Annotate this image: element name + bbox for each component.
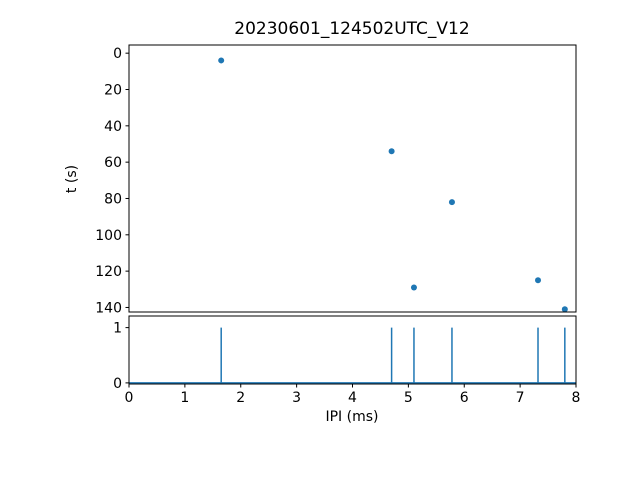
y-tick-label: 20 <box>104 83 122 99</box>
scatter-point <box>388 148 395 155</box>
x-tick-label: 1 <box>180 390 189 406</box>
y-tick-label: 80 <box>104 191 122 207</box>
y-tick-label: 120 <box>95 264 122 280</box>
x-tick-label: 3 <box>292 390 301 406</box>
scatter-point <box>218 57 225 64</box>
y-tick-label: 60 <box>104 155 122 171</box>
y-tick-label: 40 <box>104 119 122 135</box>
x-axis-label: IPI (ms) <box>325 409 378 425</box>
y-axis-label: t (s) <box>64 165 80 193</box>
x-tick-label: 4 <box>348 390 357 406</box>
x-tick-label: 8 <box>572 390 581 406</box>
chart-title: 20230601_124502UTC_V12 <box>234 19 469 39</box>
axes-frame <box>128 44 577 313</box>
scatter-point <box>535 277 542 284</box>
x-tick-label: 0 <box>125 390 134 406</box>
x-tick-label: 6 <box>460 390 469 406</box>
axes-frame <box>128 315 577 385</box>
y-tick-label: 100 <box>95 228 122 244</box>
scatter-point <box>561 306 568 313</box>
scatter-subplot: 0 20 40 60 80 100 120 140 <box>95 44 577 316</box>
x-tick-label: 2 <box>236 390 245 406</box>
y-tick-label: 0 <box>113 376 122 392</box>
y-tick-label: 140 <box>95 300 122 316</box>
scatter-point <box>448 199 455 206</box>
y-tick-label: 0 <box>113 46 122 62</box>
x-tick-label: 5 <box>404 390 413 406</box>
x-tick-label: 7 <box>516 390 525 406</box>
scatter-point <box>410 284 417 291</box>
y-tick-label: 1 <box>113 321 122 337</box>
pulse-subplot: 0 1 0 1 2 3 4 5 6 7 8 <box>113 315 581 406</box>
